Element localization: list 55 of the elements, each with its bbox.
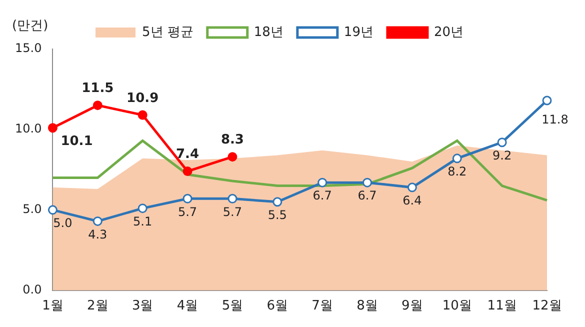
data-label: 11.8: [542, 112, 568, 127]
x-tick-label: 6월: [266, 298, 288, 314]
point: [272, 197, 282, 207]
point: [542, 96, 552, 106]
point: [48, 123, 58, 133]
x-tick-label: 11월: [487, 298, 517, 314]
point: [138, 204, 148, 214]
data-label: 5.7: [222, 204, 242, 219]
data-label: 5.7: [178, 204, 198, 219]
x-tick-label: 1월: [42, 298, 64, 314]
data-label: 5.1: [133, 214, 152, 228]
data-label: 11.5: [82, 81, 114, 96]
y-tick-label: 0.0: [22, 282, 42, 297]
x-tick-label: 8월: [356, 298, 378, 314]
point: [228, 152, 238, 162]
point: [228, 194, 238, 204]
x-tick-label: 5월: [222, 298, 244, 314]
data-label: 10.9: [126, 90, 159, 106]
x-tick-label: 10월: [442, 298, 472, 314]
x-tick-label: 9월: [402, 298, 423, 314]
point: [138, 110, 148, 120]
data-label: 4.3: [88, 227, 108, 242]
point: [407, 182, 417, 192]
x-tick-label: 7월: [312, 298, 333, 314]
y-axis-title: (만건): [12, 18, 48, 34]
data-label: 9.2: [492, 148, 512, 162]
y-tick-label: 10.0: [15, 122, 42, 136]
point: [48, 205, 58, 215]
point: [452, 154, 462, 164]
point: [318, 178, 328, 188]
legend-label: 18년: [254, 24, 284, 40]
x-tick-label: 12월: [532, 298, 562, 314]
data-label: 5.0: [53, 216, 72, 230]
point: [92, 216, 102, 226]
y-tick-label: 5.0: [22, 202, 42, 216]
x-tick-label: 4월: [176, 298, 198, 314]
data-label: 8.3: [220, 132, 244, 148]
y-tick-label: 15.0: [15, 41, 42, 56]
point: [362, 178, 372, 188]
data-label: 5.5: [268, 208, 287, 222]
legend-label: 19년: [344, 24, 374, 40]
data-label: 6.4: [402, 194, 422, 208]
legend-label: 5년 평균: [142, 24, 194, 40]
data-label: 7.4: [176, 147, 200, 162]
x-tick-label: 3월: [132, 298, 154, 314]
point: [497, 138, 507, 148]
point: [92, 100, 102, 110]
data-label: 6.7: [312, 188, 332, 203]
data-label: 6.7: [358, 188, 377, 203]
data-label: 8.2: [448, 164, 467, 179]
point: [182, 166, 192, 176]
legend-label: 20년: [434, 24, 464, 40]
point: [182, 194, 192, 204]
data-label: 10.1: [60, 134, 93, 150]
x-tick-label: 2월: [87, 298, 108, 314]
